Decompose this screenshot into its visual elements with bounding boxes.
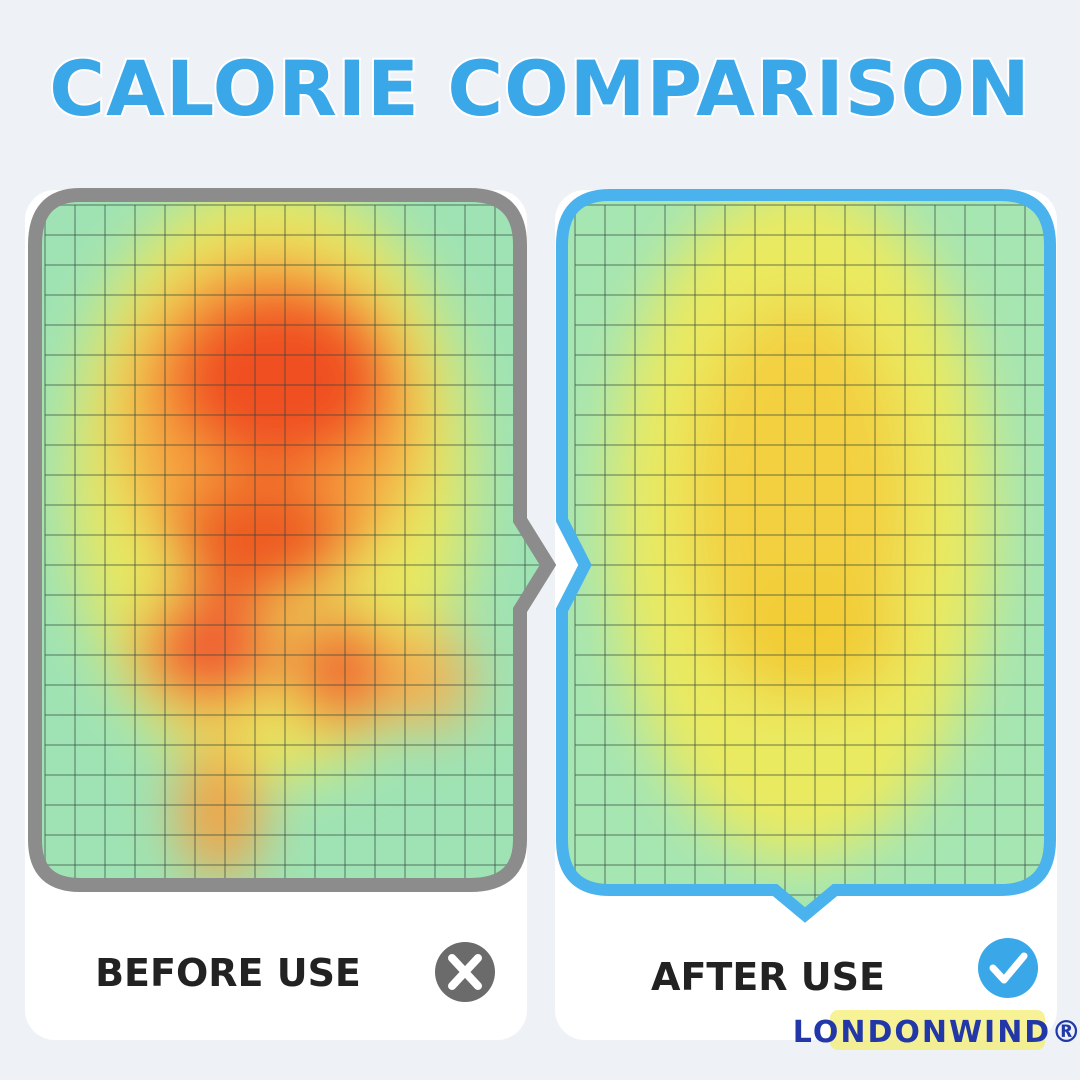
after-heatmap bbox=[562, 195, 1050, 915]
title: CALORIE COMPARISON bbox=[49, 44, 1030, 133]
before-heatmap bbox=[35, 195, 548, 885]
after-label: AFTER USE bbox=[651, 955, 885, 999]
brand-highlight bbox=[830, 1010, 1045, 1050]
check-icon bbox=[978, 938, 1038, 998]
before-label: BEFORE USE bbox=[95, 951, 361, 995]
cross-icon bbox=[435, 942, 495, 1002]
brand: LONDONWIND® bbox=[793, 1015, 1080, 1050]
before-frame bbox=[28, 188, 557, 892]
after-frame bbox=[556, 189, 1056, 923]
